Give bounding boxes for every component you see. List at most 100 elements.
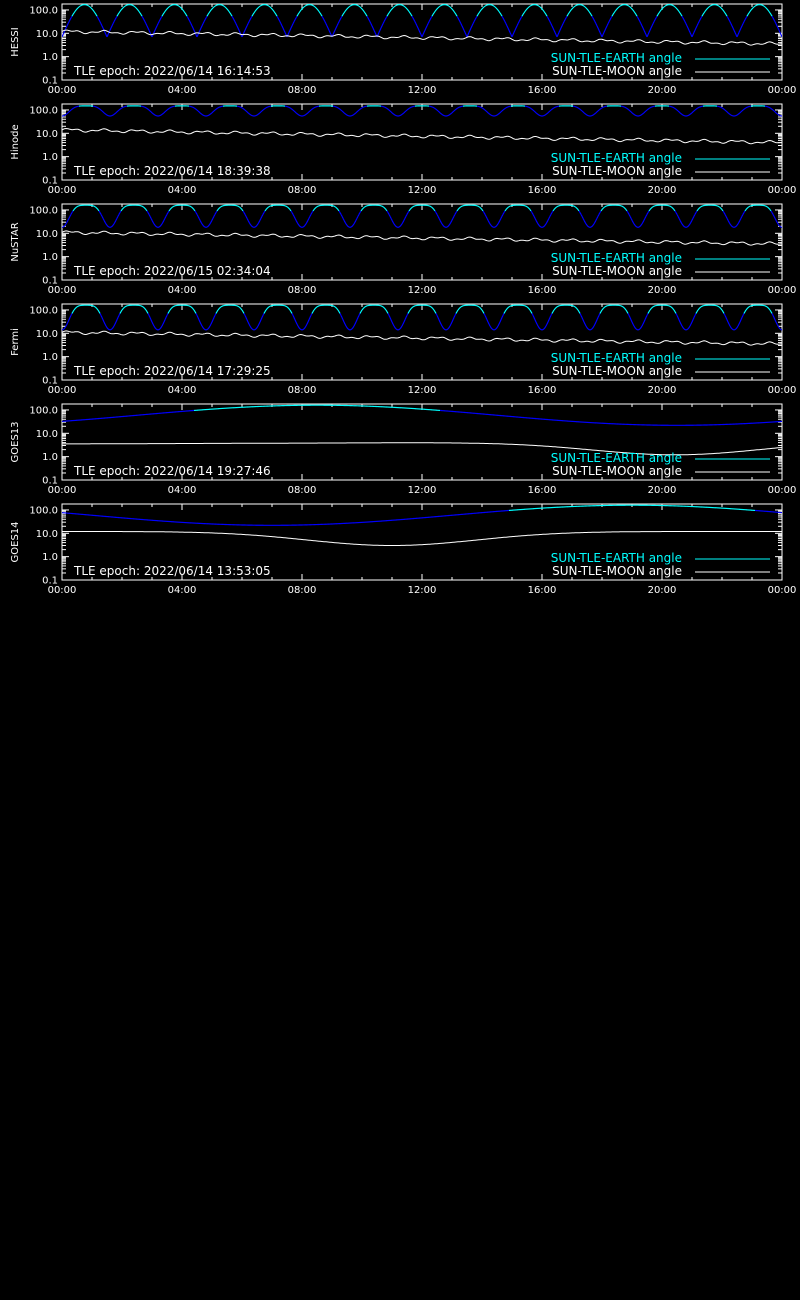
earth-angle-segment [292, 315, 295, 318]
earth-angle-segment [543, 327, 546, 330]
earth-angle-segment [132, 5, 135, 7]
earth-angle-segment [447, 327, 450, 330]
earth-angle-segment [311, 311, 314, 314]
earth-angle-segment [340, 109, 343, 112]
earth-angle-segment [739, 319, 742, 323]
earth-angle-segment [388, 315, 391, 318]
earth-angle-segment [195, 313, 198, 316]
earth-angle-segment [244, 109, 247, 112]
earth-angle-segment [333, 205, 336, 208]
earth-angle-segment [146, 108, 149, 110]
earth-angle-segment [404, 110, 407, 113]
earth-angle-segment [68, 19, 71, 23]
earth-angle-segment [775, 112, 778, 115]
earth-angle-segment [769, 107, 772, 109]
earth-angle-segment [382, 206, 385, 208]
earth-angle-segment [73, 208, 76, 210]
earth-angle-segment [256, 7, 259, 10]
earth-angle-segment [630, 217, 633, 221]
earth-angle-segment [696, 209, 699, 212]
earth-angle-segment [729, 325, 732, 328]
earth-angle-segment [253, 11, 256, 14]
earth-angle-segment [117, 214, 120, 217]
earth-angle-segment [575, 207, 578, 209]
earth-angle-segment [412, 305, 415, 308]
earth-angle-segment [669, 205, 672, 208]
earth-angle-segment [225, 7, 228, 10]
x-tick-label: 08:00 [288, 85, 317, 96]
earth-angle-segment [110, 225, 113, 228]
earth-angle-segment [212, 216, 215, 219]
earth-angle-segment [111, 114, 114, 117]
earth-angle-segment [275, 14, 278, 17]
earth-angle-segment [527, 207, 530, 209]
earth-angle-segment [392, 221, 395, 225]
x-tick-label: 20:00 [648, 85, 677, 96]
earth-angle-segment [306, 219, 309, 223]
earth-angle-segment [631, 112, 634, 115]
earth-angle-segment [210, 321, 213, 325]
earth-angle-segment [314, 207, 317, 209]
earth-angle-segment [384, 106, 387, 109]
earth-angle-segment [294, 111, 297, 114]
earth-angle-segment [664, 5, 667, 7]
x-tick-label: 04:00 [168, 185, 197, 196]
earth-angle-segment [433, 209, 436, 212]
earth-angle-segment [373, 29, 376, 33]
earth-angle-segment [452, 317, 455, 321]
earth-angle-segment [718, 5, 721, 8]
earth-angle-segment [292, 214, 295, 217]
x-tick-label: 00:00 [768, 485, 797, 496]
earth-angle-segment [406, 8, 409, 11]
earth-angle-segment [144, 106, 147, 109]
earth-angle-segment [735, 114, 738, 117]
earth-angle-segment [649, 106, 652, 109]
earth-angle-segment [351, 327, 354, 330]
earth-angle-segment [91, 8, 94, 11]
earth-angle-segment [688, 113, 691, 116]
earth-angle-segment [409, 308, 412, 311]
earth-angle-segment [718, 306, 721, 309]
earth-angle-segment [357, 315, 360, 318]
y-tick-label: 0.1 [42, 76, 58, 87]
earth-angle-segment [778, 327, 781, 330]
earth-angle-segment [721, 8, 724, 11]
earth-angle-segment [742, 108, 745, 111]
earth-angle-segment [627, 212, 630, 215]
earth-angle-segment [691, 217, 694, 221]
earth-angle-segment [578, 108, 581, 110]
earth-angle-segment [565, 15, 568, 19]
earth-angle-segment [594, 112, 597, 115]
earth-angle-segment [676, 109, 679, 112]
moon-angle-line [62, 29, 782, 46]
earth-angle-segment [726, 111, 729, 114]
earth-angle-segment [457, 17, 460, 21]
earth-angle-segment [177, 5, 180, 7]
earth-angle-segment [744, 107, 747, 109]
earth-angle-segment [498, 321, 501, 325]
earth-angle-segment [308, 216, 311, 219]
earth-angle-segment [681, 223, 684, 226]
earth-angle-segment [571, 7, 574, 10]
earth-angle-segment [168, 209, 171, 212]
earth-angle-segment [699, 17, 702, 21]
earth-angle-segment [509, 32, 512, 35]
earth-angle-segment [727, 112, 730, 115]
earth-angle-segment [161, 14, 164, 17]
earth-angle-segment [189, 21, 192, 25]
earth-angle-segment [774, 21, 777, 25]
earth-angle-segment [659, 9, 662, 12]
earth-angle-segment [101, 317, 104, 321]
earth-angle-segment [768, 308, 771, 311]
earth-angle-segment [310, 212, 313, 215]
earth-angle-segment [338, 19, 341, 23]
earth-angle-segment [246, 217, 249, 221]
earth-angle-segment [529, 209, 532, 212]
earth-angle-segment [737, 323, 740, 327]
earth-angle-segment [779, 225, 782, 228]
earth-angle-segment [678, 11, 681, 14]
earth-angle-segment [210, 112, 213, 115]
y-tick-label: 10.0 [36, 329, 58, 340]
earth-angle-segment [530, 108, 533, 110]
earth-angle-segment [99, 108, 102, 111]
